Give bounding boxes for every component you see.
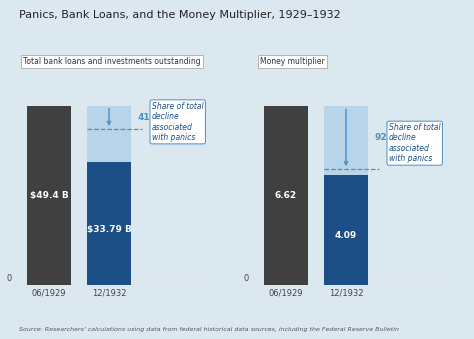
- Text: 0: 0: [244, 274, 249, 283]
- Bar: [87, 106, 131, 285]
- Text: 4.09: 4.09: [335, 231, 357, 240]
- Text: $33.79 B: $33.79 B: [87, 225, 131, 234]
- Text: Total bank loans and investments outstanding: Total bank loans and investments outstan…: [23, 57, 201, 66]
- Text: 41%: 41%: [137, 113, 159, 122]
- Bar: [87, 162, 131, 285]
- Text: Share of total
decline
associated
with panics: Share of total decline associated with p…: [152, 102, 203, 142]
- Text: 0: 0: [7, 274, 12, 283]
- Text: 92%: 92%: [374, 133, 396, 142]
- Bar: [324, 106, 368, 285]
- Text: Panics, Bank Loans, and the Money Multiplier, 1929–1932: Panics, Bank Loans, and the Money Multip…: [19, 10, 341, 20]
- Text: Money multiplier: Money multiplier: [260, 57, 325, 66]
- Bar: [264, 106, 308, 285]
- Text: Source: Researchers’ calculations using data from federal historical data source: Source: Researchers’ calculations using …: [19, 327, 399, 332]
- Text: $49.4 B: $49.4 B: [29, 191, 68, 200]
- Bar: [324, 175, 368, 285]
- Bar: [27, 106, 71, 285]
- Text: Share of total
decline
associated
with panics: Share of total decline associated with p…: [389, 123, 440, 163]
- Text: 6.62: 6.62: [275, 191, 297, 200]
